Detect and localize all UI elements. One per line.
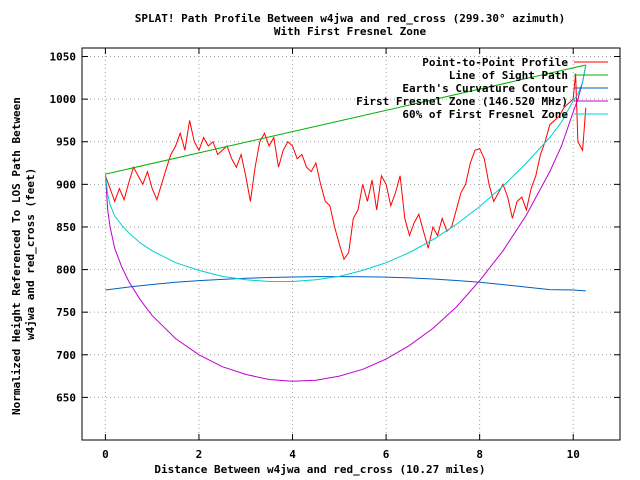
chart-subtitle: With First Fresnel Zone (273, 25, 427, 38)
series-line-5 (104, 64, 587, 282)
y-tick-label: 700 (56, 349, 76, 362)
y-tick-label: 750 (56, 306, 76, 319)
legend-label-3: Earth's Curvature Contour (402, 82, 568, 95)
legend-label-5: 60% of First Fresnel Zone (402, 108, 568, 121)
series-line-3 (105, 276, 586, 292)
series-line-4 (104, 64, 587, 382)
y-tick-label: 1000 (50, 93, 77, 106)
y-tick-label: 950 (56, 136, 76, 149)
series-line-2 (105, 64, 586, 175)
y-tick-label: 1050 (50, 51, 77, 64)
y-axis-label-line2: w4jwa and red_cross (feet) (24, 167, 37, 340)
y-axis-label-line1: Normalized Height Referenced To LOS Path… (10, 97, 23, 415)
x-tick-label: 6 (383, 448, 390, 461)
y-tick-label: 900 (56, 178, 76, 191)
legend-label-2: Line of Sight Path (449, 69, 568, 82)
x-tick-label: 0 (102, 448, 109, 461)
y-tick-label: 800 (56, 264, 76, 277)
x-tick-label: 4 (289, 448, 296, 461)
y-tick-label: 850 (56, 221, 76, 234)
legend-label-4: First Fresnel Zone (146.520 MHz) (356, 95, 568, 108)
x-axis-label: Distance Between w4jwa and red_cross (10… (154, 463, 486, 476)
legend-label-1: Point-to-Point Profile (422, 56, 568, 69)
x-tick-label: 10 (567, 448, 580, 461)
x-tick-label: 8 (476, 448, 483, 461)
x-tick-label: 2 (196, 448, 203, 461)
plot-frame (81, 47, 621, 441)
chart-title: SPLAT! Path Profile Between w4jwa and re… (134, 12, 566, 25)
series-line-1 (104, 73, 587, 261)
y-tick-label: 650 (56, 391, 76, 404)
